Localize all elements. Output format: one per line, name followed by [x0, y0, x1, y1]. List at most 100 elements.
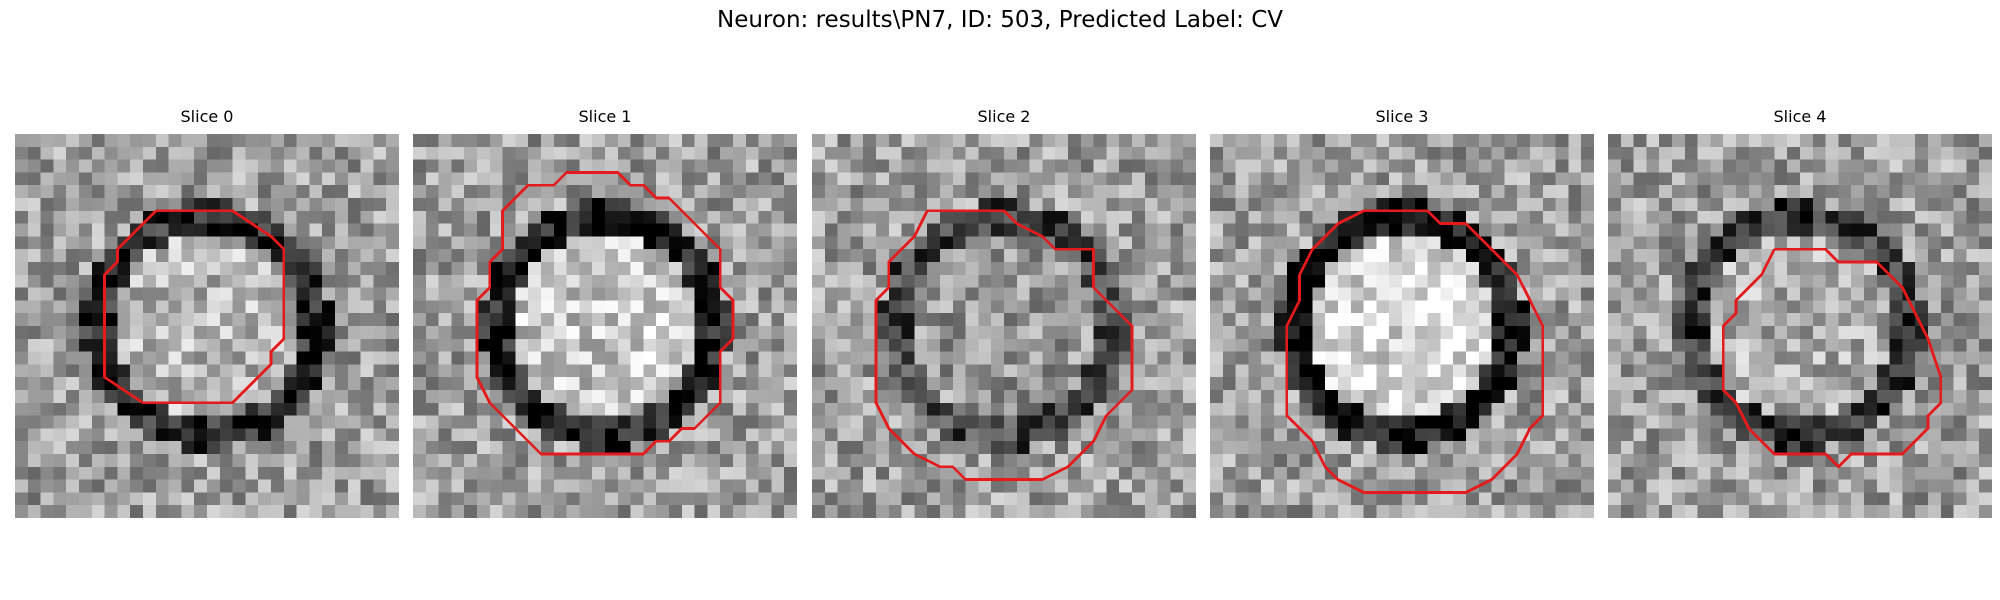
pixel	[438, 441, 452, 454]
pixel	[1144, 326, 1158, 339]
pixel	[425, 377, 439, 390]
pixel	[1248, 159, 1262, 173]
pixel	[1889, 505, 1903, 518]
pixel	[1235, 236, 1249, 250]
pixel	[1235, 249, 1249, 262]
pixel	[1864, 185, 1877, 198]
pixel	[758, 249, 772, 262]
pixel	[592, 492, 605, 506]
pixel	[207, 300, 220, 314]
pixel	[541, 466, 554, 480]
pixel	[1350, 492, 1364, 506]
pixel	[373, 287, 387, 301]
pixel	[413, 402, 426, 416]
pixel	[824, 338, 838, 352]
pixel	[1402, 326, 1415, 339]
pixel	[15, 198, 28, 211]
pixel	[1222, 287, 1236, 301]
pixel	[1979, 364, 1992, 378]
pixel	[1210, 198, 1223, 211]
pixel	[1748, 415, 1762, 429]
pixel	[194, 441, 207, 454]
pixel	[681, 300, 695, 314]
pixel	[1517, 274, 1530, 288]
pixel	[1261, 415, 1274, 429]
pixel	[502, 300, 516, 314]
pixel	[630, 351, 644, 365]
pixel	[117, 172, 131, 186]
pixel	[464, 274, 477, 288]
pixel	[733, 236, 746, 250]
pixel	[1183, 454, 1196, 467]
pixel	[373, 351, 387, 365]
pixel	[1248, 479, 1262, 493]
pixel	[360, 492, 374, 506]
pixel	[1966, 262, 1980, 275]
pixel	[927, 364, 940, 378]
pixel	[1299, 198, 1313, 211]
pixel	[978, 134, 992, 147]
pixel	[876, 441, 889, 454]
pixel	[502, 287, 516, 301]
pixel	[1453, 300, 1466, 314]
pixel	[1504, 390, 1518, 403]
pixel	[489, 134, 503, 147]
pixel	[771, 338, 785, 352]
pixel	[837, 492, 851, 506]
pixel	[1825, 479, 1839, 493]
pixel	[1183, 479, 1196, 493]
pixel	[1440, 223, 1454, 237]
pixel	[283, 454, 297, 467]
pixel	[579, 223, 593, 237]
pixel	[1966, 454, 1980, 467]
pixel	[335, 377, 348, 390]
pixel	[1979, 466, 1992, 480]
pixel	[1774, 402, 1788, 416]
pixel	[1812, 364, 1826, 378]
pixel	[27, 198, 41, 211]
pixel	[155, 364, 169, 378]
pixel	[1761, 492, 1775, 506]
pixel	[271, 492, 284, 506]
pixel	[66, 146, 79, 160]
pixel	[927, 274, 940, 288]
pixel	[515, 364, 529, 378]
pixel	[1800, 479, 1813, 493]
pixel	[464, 134, 477, 147]
pixel	[1106, 428, 1120, 442]
pixel	[1119, 492, 1132, 506]
pixel	[965, 249, 979, 262]
pixel	[1106, 287, 1120, 301]
pixel	[592, 198, 605, 211]
pixel	[1966, 185, 1980, 198]
pixel	[283, 479, 297, 493]
pixel	[1440, 159, 1454, 173]
pixel	[425, 428, 439, 442]
pixel	[720, 134, 733, 147]
pixel	[1453, 262, 1466, 275]
pixel	[1183, 505, 1196, 518]
pixel	[1299, 313, 1313, 326]
pixel	[965, 313, 979, 326]
pixel	[1414, 198, 1428, 211]
pixel	[1736, 338, 1749, 352]
pixel	[1453, 505, 1466, 518]
pixel	[863, 466, 876, 480]
pixel	[1080, 492, 1094, 506]
pixel	[168, 210, 182, 224]
pixel	[296, 146, 310, 160]
pixel	[1940, 210, 1954, 224]
pixel	[386, 172, 399, 186]
pixel	[1555, 454, 1569, 467]
pixel	[605, 274, 618, 288]
pixel	[1608, 262, 1621, 275]
pixel	[232, 441, 246, 454]
pixel	[1530, 185, 1543, 198]
pixel	[784, 210, 797, 224]
pixel	[720, 505, 733, 518]
pixel	[592, 377, 605, 390]
pixel	[1248, 313, 1262, 326]
pixel	[1478, 377, 1492, 390]
pixel	[707, 185, 721, 198]
pixel	[1119, 287, 1132, 301]
